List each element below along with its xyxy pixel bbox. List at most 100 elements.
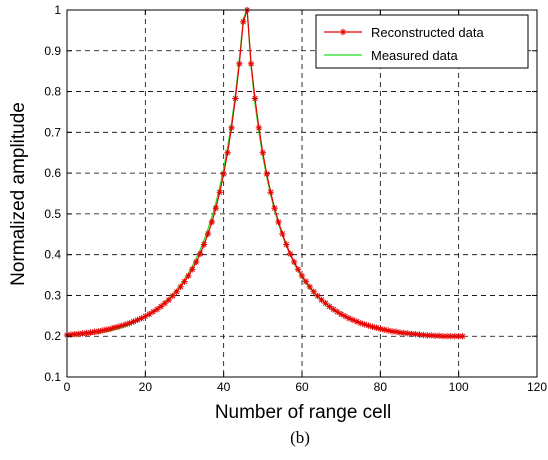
reconstructed-data-point	[216, 189, 223, 196]
reconstructed-data-point	[255, 124, 263, 132]
reconstructed-data-point	[189, 266, 196, 273]
legend-box	[315, 14, 529, 69]
asterisk-stroke	[283, 241, 289, 248]
asterisk-stroke	[362, 321, 368, 328]
x-tick-label: 60	[295, 380, 309, 394]
asterisk-stroke	[224, 150, 231, 156]
legend-label-reconstructed: Reconstructed data	[371, 25, 485, 40]
asterisk-stroke	[228, 125, 235, 131]
asterisk-stroke	[99, 327, 105, 334]
y-tick-label: 0.7	[44, 125, 61, 139]
reconstructed-data-point	[369, 323, 376, 331]
y-tick-label: 0.1	[44, 370, 61, 384]
reconstructed-data-point	[204, 230, 212, 238]
legend-asterisk-icon	[339, 28, 347, 36]
legend-marker-reconstructed	[339, 28, 347, 36]
reconstructed-data-point	[240, 18, 247, 26]
asterisk-stroke	[291, 259, 297, 265]
asterisk-stroke	[279, 231, 286, 237]
asterisk-stroke	[326, 303, 333, 310]
asterisk-stroke	[91, 329, 98, 335]
asterisk-stroke	[393, 329, 399, 335]
reconstructed-data-point	[279, 230, 286, 238]
asterisk-stroke	[444, 333, 450, 339]
series-layer	[63, 6, 466, 340]
y-tick-label: 0.2	[44, 329, 61, 343]
y-tick-label: 0.8	[44, 85, 61, 99]
reconstructed-data-point	[302, 278, 310, 285]
reconstructed-data-point	[208, 218, 216, 226]
asterisk-stroke	[83, 330, 90, 336]
asterisk-stroke	[170, 293, 176, 299]
asterisk-stroke	[177, 284, 184, 290]
reconstructed-data-point	[392, 328, 400, 335]
asterisk-stroke	[221, 171, 227, 177]
reconstructed-data-point	[173, 288, 180, 295]
asterisk-stroke	[72, 331, 78, 337]
reconstructed-data-point	[228, 124, 235, 132]
y-axis-title: Normalized amplitude	[8, 102, 29, 286]
asterisk-stroke	[369, 324, 376, 330]
asterisk-stroke	[142, 313, 148, 319]
asterisk-stroke	[197, 251, 203, 257]
x-tick-label: 100	[449, 380, 469, 394]
asterisk-stroke	[248, 61, 254, 67]
asterisk-stroke	[275, 219, 282, 225]
asterisk-stroke	[252, 95, 258, 102]
asterisk-stroke	[264, 171, 270, 177]
asterisk-stroke	[271, 205, 278, 211]
asterisk-stroke	[213, 205, 219, 211]
asterisk-stroke	[174, 289, 180, 295]
asterisk-stroke	[154, 306, 160, 312]
reconstructed-data-point	[443, 333, 451, 340]
y-tick-label: 0.4	[44, 248, 61, 262]
asterisk-stroke	[350, 317, 356, 323]
asterisk-stroke	[205, 231, 211, 237]
reconstructed-data-point	[290, 258, 298, 266]
reconstructed-data-point	[298, 272, 306, 280]
asterisk-stroke	[315, 293, 321, 299]
reconstructed-data-point	[87, 329, 94, 336]
reconstructed-data-point	[220, 170, 227, 178]
reconstructed-data-point	[259, 149, 267, 156]
asterisk-stroke	[322, 300, 329, 306]
asterisk-stroke	[385, 327, 391, 334]
tick-layer: 0 20 40 60 80 100 120 0.1 0.2 0.3 0.4 0.5 0.6 0.7 0.8 0…	[44, 3, 547, 394]
y-tick-label: 0.5	[44, 207, 61, 221]
asterisk-stroke	[76, 331, 82, 337]
x-tick-label: 80	[374, 380, 388, 394]
asterisk-stroke	[232, 95, 239, 102]
asterisk-stroke	[318, 297, 325, 303]
reconstructed-data-point	[196, 250, 204, 258]
asterisk-stroke	[307, 284, 313, 290]
reconstructed-data-point	[181, 278, 188, 285]
y-tick-label: 1	[54, 3, 61, 17]
asterisk-stroke	[456, 333, 462, 339]
reconstructed-data-point	[294, 266, 302, 273]
x-axis-title: Number of range cell	[215, 402, 391, 423]
reconstructed-data-point	[236, 60, 243, 68]
reconstructed-data-point	[153, 306, 161, 313]
asterisk-stroke	[150, 309, 156, 315]
asterisk-stroke	[185, 273, 192, 279]
asterisk-stroke	[268, 189, 274, 195]
reconstructed-data-point	[212, 204, 220, 212]
y-tick-label: 0.9	[44, 44, 61, 58]
reconstructed-data-point	[185, 272, 192, 280]
y-tick-label: 0.6	[44, 166, 61, 180]
reconstructed-data-point	[283, 241, 290, 248]
asterisk-stroke	[236, 61, 242, 67]
x-tick-label: 0	[64, 380, 71, 394]
asterisk-stroke	[340, 29, 346, 35]
asterisk-stroke	[146, 311, 152, 317]
reconstructed-data-point	[102, 326, 110, 333]
asterisk-stroke	[365, 322, 372, 329]
asterisk-stroke	[209, 219, 215, 225]
reconstructed-data-point	[263, 170, 270, 178]
asterisk-stroke	[358, 320, 364, 326]
reconstructed-data-point	[177, 283, 184, 291]
asterisk-stroke	[381, 327, 387, 333]
reconstructed-data-point	[95, 328, 102, 335]
asterisk-stroke	[432, 333, 438, 339]
asterisk-stroke	[138, 315, 145, 321]
